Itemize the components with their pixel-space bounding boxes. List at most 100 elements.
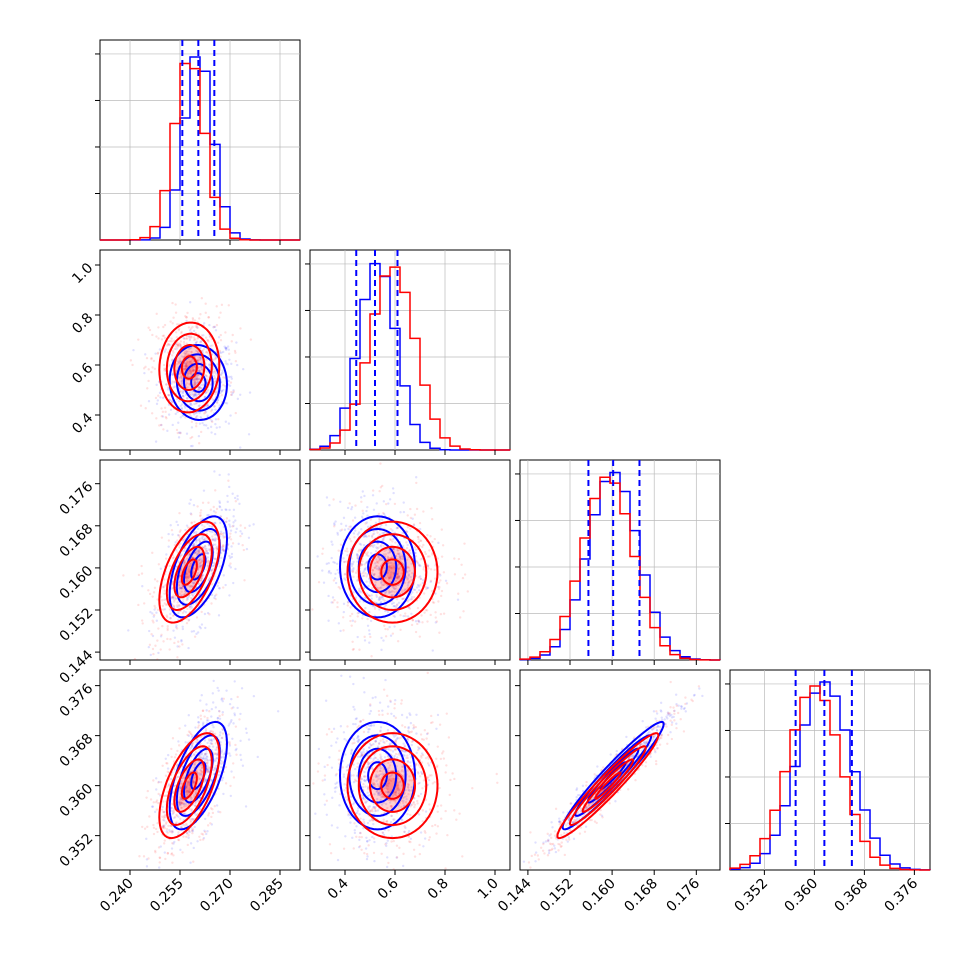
scatter-point (182, 628, 184, 630)
scatter-point (164, 858, 166, 860)
scatter-point (198, 442, 200, 444)
scatter-point (238, 718, 240, 720)
scatter-point (368, 839, 370, 841)
scatter-point (186, 832, 188, 834)
scatter-point (393, 715, 395, 717)
scatter-point (217, 581, 219, 583)
scatter-point (383, 818, 385, 820)
scatter-point (402, 853, 404, 855)
scatter-point (200, 387, 202, 389)
scatter-point (202, 838, 204, 840)
scatter-point (226, 495, 228, 497)
scatter-point (390, 528, 392, 530)
scatter-point (378, 608, 380, 610)
scatter-point (252, 523, 254, 525)
scatter-point (414, 552, 416, 554)
scatter-point (441, 528, 443, 530)
scatter-point (352, 519, 354, 521)
scatter-point (432, 649, 434, 651)
scatter-point (166, 430, 168, 432)
scatter-point (221, 304, 223, 306)
scatter-point (205, 703, 207, 705)
scatter-point (384, 600, 386, 602)
scatter-point (370, 724, 372, 726)
scatter-point (160, 407, 162, 409)
scatter-point (176, 750, 178, 752)
scatter-point (177, 524, 179, 526)
scatter-point (147, 380, 149, 382)
scatter-point (351, 571, 353, 573)
scatter-point (211, 565, 213, 567)
scatter-point (394, 541, 396, 543)
scatter-point (462, 577, 464, 579)
scatter-point (333, 728, 335, 730)
scatter-point (411, 624, 413, 626)
scatter-point (331, 797, 333, 799)
scatter-point (354, 504, 356, 506)
scatter-point (191, 832, 193, 834)
scatter-point (368, 642, 370, 644)
scatter-point (335, 741, 337, 743)
scatter-point (219, 522, 221, 524)
scatter-point (396, 598, 398, 600)
scatter-point (176, 346, 178, 348)
scatter-point (457, 599, 459, 601)
scatter-point (363, 544, 365, 546)
scatter-point (146, 865, 148, 867)
scatter-point (350, 508, 352, 510)
scatter-point (137, 604, 139, 606)
scatter-point (372, 697, 374, 699)
scatter-point (164, 350, 166, 352)
scatter-point (409, 814, 411, 816)
scatter-panel-2-1 (305, 448, 510, 676)
scatter-point (396, 856, 398, 858)
scatter-point (373, 837, 375, 839)
scatter-point (168, 364, 170, 366)
scatter-point (195, 422, 197, 424)
scatter-point (190, 522, 192, 524)
scatter-point (364, 639, 366, 641)
scatter-point (318, 748, 320, 750)
scatter-point (449, 779, 451, 781)
scatter-point (367, 625, 369, 627)
scatter-point (192, 396, 194, 398)
scatter-point (415, 732, 417, 734)
scatter-point (382, 538, 384, 540)
scatter-point (200, 341, 202, 343)
scatter-point (336, 601, 338, 603)
scatter-point (440, 595, 442, 597)
scatter-point (182, 612, 184, 614)
scatter-point (434, 611, 436, 613)
scatter-point (333, 579, 335, 581)
scatter-point (174, 348, 176, 350)
scatter-point (496, 773, 498, 775)
scatter-point (424, 837, 426, 839)
scatter-point (216, 426, 218, 428)
scatter-point (343, 561, 345, 563)
scatter-point (365, 837, 367, 839)
scatter-point (176, 656, 178, 658)
scatter-point (420, 558, 422, 560)
scatter-point (363, 775, 365, 777)
scatter-point (216, 754, 218, 756)
scatter-point (221, 390, 223, 392)
scatter-point (366, 514, 368, 516)
scatter-point (228, 523, 230, 525)
scatter-point (211, 421, 213, 423)
scatter-point (168, 394, 170, 396)
scatter-point (412, 724, 414, 726)
scatter-point (376, 532, 378, 534)
scatter-point (208, 525, 210, 527)
scatter-point (385, 740, 387, 742)
scatter-point (157, 781, 159, 783)
scatter-point (196, 840, 198, 842)
scatter-point (218, 771, 220, 773)
scatter-point (381, 518, 383, 520)
scatter-point (190, 842, 192, 844)
scatter-point (157, 652, 159, 654)
scatter-point (367, 731, 369, 733)
scatter-point (156, 403, 158, 405)
scatter-point (154, 352, 156, 354)
scatter-point (239, 524, 241, 526)
scatter-point (440, 613, 442, 615)
